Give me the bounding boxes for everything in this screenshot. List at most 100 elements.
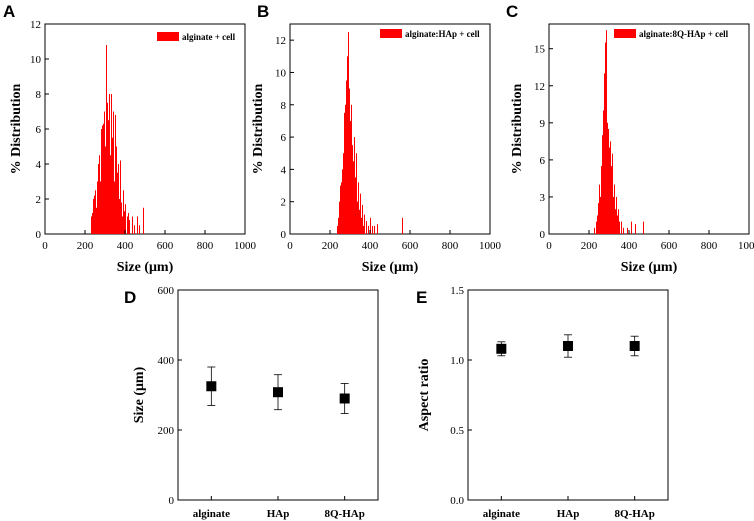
histogram-bar <box>344 112 345 234</box>
histogram-bar <box>356 153 357 234</box>
histogram-bar <box>353 161 354 234</box>
x-tick-label: 600 <box>661 240 678 252</box>
histogram-bar <box>600 196 601 234</box>
data-point <box>339 393 350 404</box>
histogram-bar <box>117 172 118 234</box>
y-tick-label: 12 <box>534 81 545 93</box>
histogram-bar <box>354 137 355 234</box>
histogram-bar <box>112 137 113 234</box>
x-tick-label: 0 <box>287 240 293 252</box>
x-tick-label: 200 <box>322 240 339 252</box>
histogram-bar <box>97 181 98 234</box>
histogram-bar <box>122 216 123 234</box>
histogram-bar <box>111 94 112 234</box>
histogram-bar <box>134 225 135 234</box>
panel-e-scatter: E alginate HAp 8Q-HAp 0.0 0.5 1.0 1.5 Aspect … <box>416 285 669 520</box>
data-point <box>496 343 507 354</box>
histogram-bar <box>119 199 120 234</box>
y-axis-title: % Distribution <box>510 83 525 174</box>
histogram-bar <box>129 220 130 234</box>
x-tick-label: 600 <box>157 240 174 252</box>
legend-label: alginate:8Q-HAp + cell <box>639 29 729 39</box>
histogram-bar <box>108 120 109 234</box>
histogram-bar <box>601 166 602 234</box>
data-point <box>206 381 217 392</box>
histogram-bar <box>402 217 403 234</box>
y-tick-label: 1.0 <box>450 355 464 367</box>
histogram-bar <box>348 32 349 235</box>
y-tick-label: 600 <box>158 285 175 297</box>
histogram-bar <box>615 209 616 234</box>
x-tick-label: 800 <box>701 240 718 252</box>
y-tick-label: 0.5 <box>450 425 464 437</box>
histogram-bar <box>370 217 371 234</box>
y-tick-label: 6 <box>36 124 42 136</box>
panel-label-e: E <box>416 288 427 307</box>
y-tick-label: 12 <box>275 35 286 47</box>
panel-d-scatter: D alginate HAp 8Q-HAp 0 200 400 600 Size (μm) <box>124 285 379 520</box>
histogram-bar <box>602 135 603 234</box>
histogram-bar <box>338 217 339 234</box>
histogram-bar <box>604 73 605 234</box>
x-tick-label: 0 <box>42 240 48 252</box>
legend-swatch <box>380 29 402 38</box>
y-tick-label: 8 <box>281 100 287 112</box>
histogram-bar <box>611 166 612 234</box>
histogram-bar <box>635 224 636 234</box>
histogram-bar <box>127 216 128 234</box>
histogram-bar <box>114 181 115 234</box>
histogram-bar <box>92 213 93 234</box>
histogram-bar <box>603 110 604 234</box>
panel-label-a: A <box>3 2 15 21</box>
histogram-bar <box>349 88 350 234</box>
histogram-bar <box>359 209 360 234</box>
bars <box>337 32 403 235</box>
x-tick-label: 400 <box>362 240 379 252</box>
histogram-bar <box>143 207 144 234</box>
histogram-bar <box>631 221 632 234</box>
histogram-bar <box>93 199 94 234</box>
histogram-bar <box>610 141 611 234</box>
x-axis-ticks: 0 200 400 600 800 1000 <box>546 230 754 252</box>
histogram-bar <box>627 227 628 234</box>
x-tick-label: 200 <box>77 240 94 252</box>
y-axis-title: Size (μm) <box>132 366 147 423</box>
plot-frame <box>548 23 750 235</box>
y-tick-label: 4 <box>36 159 42 171</box>
histogram-bar <box>352 145 353 234</box>
histogram-bar <box>355 177 356 234</box>
histogram-bar <box>621 221 622 234</box>
x-tick-label: 0 <box>546 240 552 252</box>
y-tick-label: 0 <box>540 229 546 241</box>
x-tick-label: 8Q-HAp <box>614 508 654 520</box>
legend-label: alginate:HAp + cell <box>405 29 480 39</box>
histogram-bar <box>612 153 613 234</box>
histogram-bar <box>643 221 644 234</box>
y-tick-label: 10 <box>30 54 42 66</box>
panel-a-histogram: A 0 200 400 600 800 1000 0 2 4 6 8 10 12 alginate +… <box>3 2 257 275</box>
histogram-bar <box>616 196 617 234</box>
y-axis-ticks: 0 3 6 9 12 15 <box>534 44 553 241</box>
histogram-bar <box>596 221 597 234</box>
histogram-bar <box>94 195 95 234</box>
x-tick-label: HAp <box>557 508 580 520</box>
histogram-bar <box>347 56 348 234</box>
legend-swatch <box>614 29 636 38</box>
histogram-bar <box>617 215 618 234</box>
x-tick-label: 1000 <box>479 240 502 252</box>
histogram-bar <box>109 94 110 234</box>
histogram-bar <box>124 211 125 234</box>
histogram-bar <box>346 80 347 235</box>
histogram-bar <box>101 129 102 234</box>
histogram-bar <box>107 102 108 234</box>
y-tick-label: 0 <box>36 229 42 241</box>
histogram-bar <box>340 185 341 234</box>
y-axis-ticks: 0 2 4 6 8 10 12 <box>275 35 294 241</box>
x-axis-ticks: alginate HAp 8Q-HAp <box>193 496 365 520</box>
x-tick-label: 600 <box>402 240 419 252</box>
y-tick-label: 15 <box>534 44 546 56</box>
histogram-bar <box>345 104 346 235</box>
y-axis-ticks: 0 2 4 6 8 10 12 <box>30 19 49 241</box>
